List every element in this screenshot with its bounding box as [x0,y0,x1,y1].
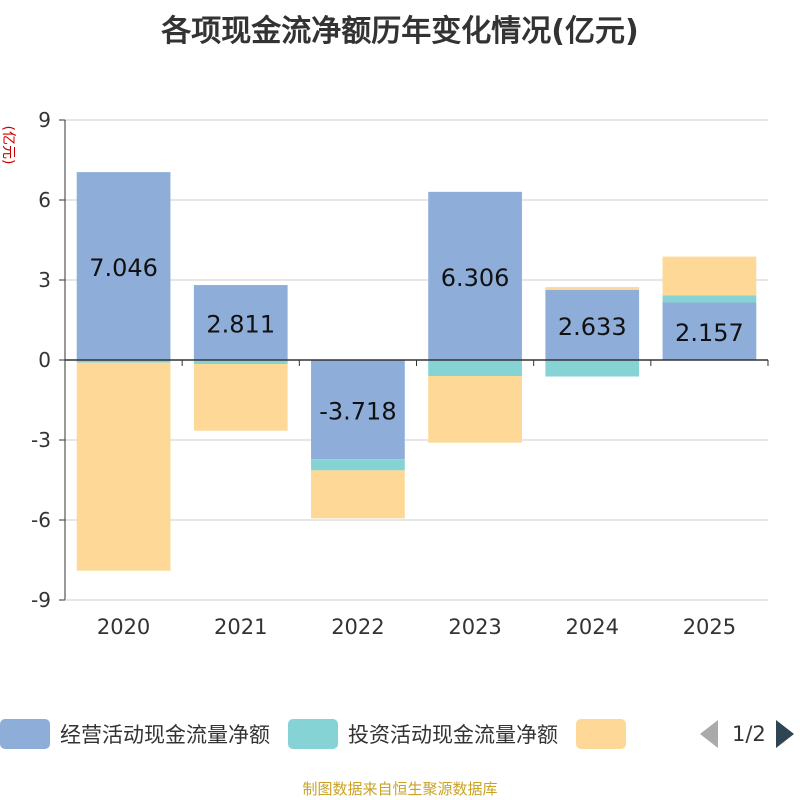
next-page-icon[interactable] [775,720,794,748]
x-tick-label: 2024 [566,615,619,639]
legend-swatch-investing [288,719,338,749]
legend-pager: 1/2 [700,716,794,752]
legend: 经营活动现金流量净额 投资活动现金流量净额 [0,716,654,752]
bar [193,360,288,364]
data-label: 2.633 [558,313,627,341]
chart-title: 各项现金流净额历年变化情况(亿元) [161,14,639,49]
bar [545,287,640,290]
data-label: -3.718 [319,398,396,426]
bar [76,362,171,571]
y-tick-label: 0 [38,348,51,372]
previous-page-icon[interactable] [700,720,718,748]
bar [428,376,522,443]
legend-swatch-financing [576,719,626,749]
y-tick-label: 3 [38,268,51,292]
y-tick-label: 6 [38,188,51,212]
axes: 9 6 3 0 -3 -6 -9 2020 2021 2022 2023 2024 2025 [31,108,769,639]
bar [428,360,522,376]
data-label: 2.811 [206,311,275,339]
y-tick-label: -3 [31,428,51,452]
data-labels: 7.046 2.811 -3.718 6.306 2.633 2.157 [89,254,744,426]
bar [193,285,288,360]
x-tick-label: 2021 [214,615,267,639]
legend-page-number: 1/2 [732,722,766,746]
bar [545,289,640,360]
bar [545,360,640,377]
data-label: 6.306 [441,264,510,292]
x-tick-label: 2025 [683,615,736,639]
bar [428,191,522,360]
bar [662,295,757,303]
data-label: 2.157 [675,319,744,347]
y-axis-label: (亿元) [0,126,16,165]
bar [193,364,288,431]
bar [76,360,171,363]
bar [76,172,171,360]
x-tick-label: 2020 [97,615,150,639]
y-tick-label: 9 [38,108,51,132]
legend-item-operating[interactable]: 经营活动现金流量净额 [0,719,270,749]
x-tick-label: 2022 [331,615,384,639]
bar [311,459,405,471]
data-label: 7.046 [89,254,158,282]
bar [311,360,405,460]
legend-label-investing: 投资活动现金流量净额 [348,723,558,747]
legend-item-investing[interactable]: 投资活动现金流量净额 [288,719,558,749]
x-tick-label: 2023 [448,615,501,639]
legend-item-financing[interactable] [576,719,636,749]
y-tick-label: -6 [31,508,51,532]
legend-swatch-operating [0,719,50,749]
bar [662,302,757,360]
bar [311,470,405,519]
bar-series [76,172,757,571]
legend-label-operating: 经营活动现金流量净额 [60,723,270,747]
data-source-note: 制图数据来自恒生聚源数据库 [302,780,498,798]
y-tick-label: -9 [31,588,51,612]
bar [662,256,757,296]
